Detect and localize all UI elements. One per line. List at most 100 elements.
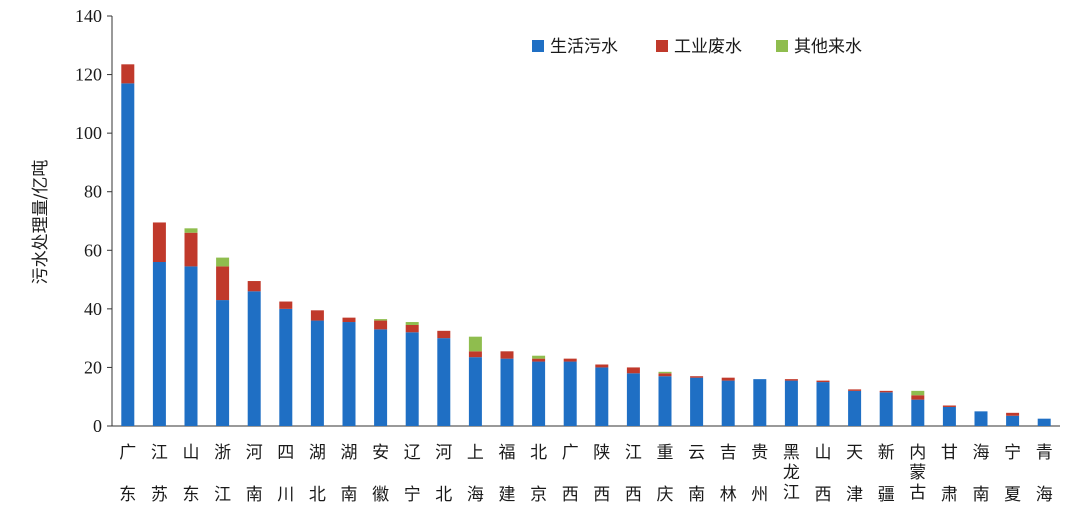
bar-segment <box>690 377 704 426</box>
category-label: 北京 <box>530 443 547 505</box>
bar-segment <box>658 373 672 377</box>
category-label: 四川 <box>277 443 294 505</box>
bar-segment <box>784 379 798 381</box>
bar-segment <box>247 291 261 426</box>
category-label: 福建 <box>499 443 516 505</box>
bar-segment <box>595 367 609 426</box>
bar-segment <box>911 399 925 426</box>
bar-segment <box>374 320 388 330</box>
category-label: 陕西 <box>593 443 610 505</box>
bar-segment <box>500 358 514 426</box>
category-label: 宁夏 <box>1004 443 1021 505</box>
category-label: 山西 <box>815 443 832 505</box>
bar-segment <box>942 405 956 407</box>
y-tick-label: 40 <box>84 299 102 319</box>
bar-segment <box>658 371 672 374</box>
category-label: 云南 <box>688 443 705 505</box>
bar-segment <box>216 266 230 301</box>
category-label: 甘肃 <box>941 443 958 505</box>
bar-segment <box>405 322 419 325</box>
bar-segment <box>468 351 482 358</box>
bar-segment <box>911 395 925 400</box>
legend-swatch <box>656 40 668 52</box>
bars <box>121 64 1051 426</box>
legend: 生活污水 工业废水 其他来水 <box>532 37 862 57</box>
bar-segment <box>721 380 735 426</box>
y-axis-title: 污水处理量/亿吨 <box>31 160 51 285</box>
y-axis: 0 20 40 60 80 100 120 140 <box>75 6 113 436</box>
legend-label: 生活污水 <box>550 37 618 57</box>
category-label: 海南 <box>973 443 990 505</box>
category-label: 江苏 <box>151 443 168 505</box>
bar-segment <box>532 355 546 359</box>
y-tick-label: 100 <box>75 123 102 143</box>
bar-segment <box>342 317 356 323</box>
y-tick-label: 140 <box>75 6 102 26</box>
category-label: 上海 <box>467 443 484 505</box>
bar-segment <box>563 361 577 426</box>
bar-segment <box>942 406 956 426</box>
category-labels: 广东江苏山东浙江河南四川湖北湖南安徽辽宁河北上海福建北京广西陕西江西重庆云南吉林… <box>119 443 1052 505</box>
category-label: 青海 <box>1036 443 1053 505</box>
bar-segment <box>468 357 482 426</box>
y-tick-label: 20 <box>84 357 102 377</box>
bar-segment <box>532 361 546 426</box>
bar-segment <box>216 300 230 426</box>
bar-segment <box>184 232 198 267</box>
category-label: 新疆 <box>878 443 895 505</box>
bar-segment <box>690 376 704 378</box>
bar-segment <box>784 380 798 426</box>
category-label: 湖北 <box>309 443 326 505</box>
bar-segment <box>563 358 577 362</box>
bar-segment <box>1037 418 1051 426</box>
legend-swatch <box>776 40 788 52</box>
y-tick-label: 60 <box>84 240 102 260</box>
bar-segment <box>342 322 356 426</box>
category-label: 贵州 <box>751 443 768 505</box>
category-label: 广西 <box>562 443 579 505</box>
bar-segment <box>184 228 198 233</box>
category-label: 内蒙古 <box>909 443 926 503</box>
bar-segment <box>279 308 293 426</box>
legend-label: 其他来水 <box>794 37 862 57</box>
bar-segment <box>152 222 166 262</box>
bar-segment <box>848 389 862 391</box>
category-label: 山东 <box>183 443 200 505</box>
bar-segment <box>279 301 293 309</box>
bar-segment <box>152 262 166 426</box>
bar-segment <box>247 281 261 292</box>
category-label: 黑龙江 <box>783 443 800 503</box>
legend-swatch <box>532 40 544 52</box>
bar-segment <box>879 390 893 393</box>
bar-segment <box>374 329 388 426</box>
bar-segment <box>1006 412 1020 416</box>
bar-segment <box>468 336 482 352</box>
bar-segment <box>216 257 230 267</box>
category-label: 重庆 <box>657 443 674 505</box>
category-label: 湖南 <box>341 443 358 505</box>
category-label: 天津 <box>846 443 863 505</box>
bar-segment <box>310 310 324 321</box>
bar-segment <box>879 392 893 426</box>
category-label: 浙江 <box>214 443 231 505</box>
bar-segment <box>721 377 735 381</box>
bar-segment <box>1006 415 1020 426</box>
category-label: 吉林 <box>720 443 737 505</box>
bar-segment <box>500 351 514 359</box>
bar-segment <box>121 83 135 426</box>
category-label: 安徽 <box>372 443 389 505</box>
bar-segment <box>405 324 419 333</box>
bar-segment <box>437 330 451 339</box>
bar-segment <box>816 380 830 383</box>
bar-segment <box>816 382 830 426</box>
bar-segment <box>405 332 419 426</box>
bar-segment <box>595 364 609 368</box>
bar-segment <box>911 390 925 396</box>
bar-segment <box>437 338 451 426</box>
bar-segment <box>658 376 672 426</box>
bar-segment <box>310 320 324 426</box>
bar-segment <box>974 411 988 426</box>
category-label: 辽宁 <box>404 443 421 505</box>
y-tick-label: 0 <box>93 416 102 436</box>
